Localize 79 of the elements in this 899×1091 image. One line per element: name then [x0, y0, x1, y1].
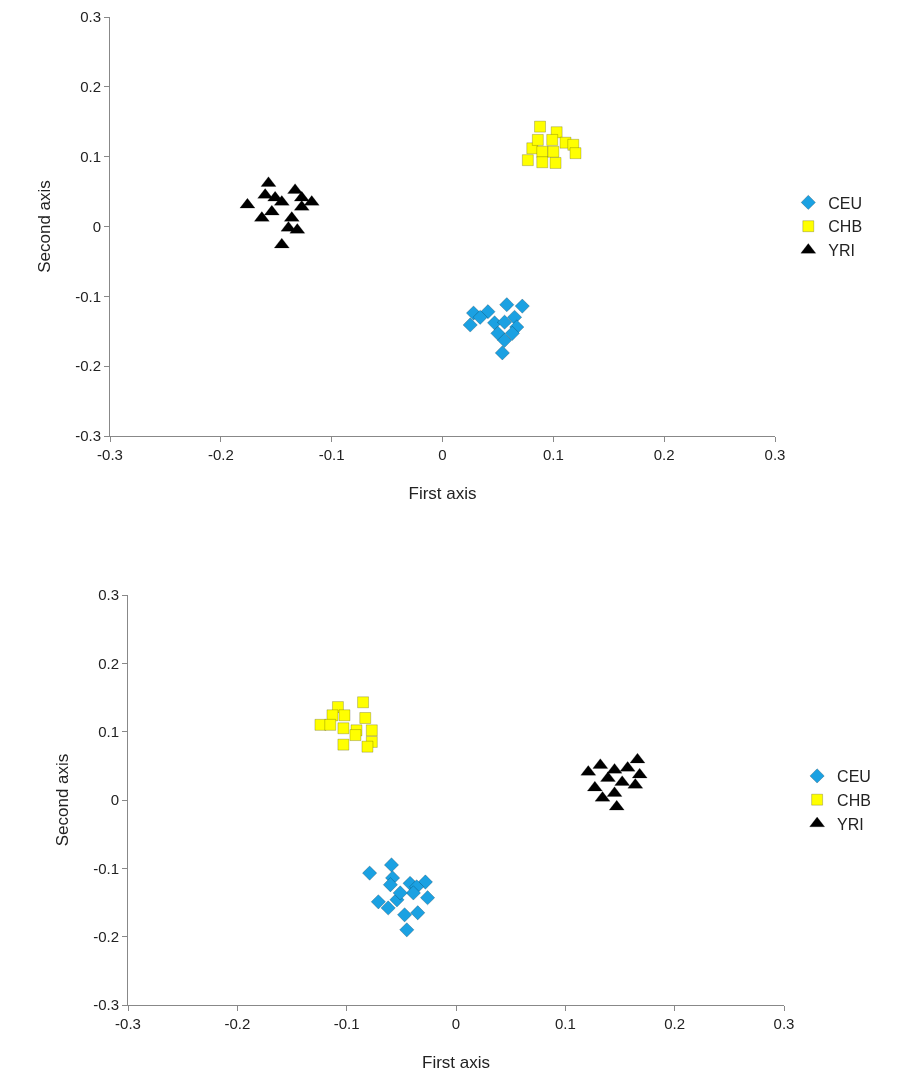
point [497, 314, 513, 330]
point [361, 740, 374, 753]
point [324, 719, 337, 731]
x-tick-label: -0.2 [224, 1015, 251, 1032]
point [534, 120, 546, 133]
point [522, 154, 534, 166]
y-tick-label: 0.3 [80, 8, 101, 26]
y-tick-label: -0.2 [93, 927, 119, 945]
legend-label: YRI [837, 815, 864, 833]
point [546, 134, 559, 146]
point [349, 729, 362, 741]
point [629, 752, 646, 764]
point [499, 297, 515, 313]
y-tick-label: 0.2 [98, 654, 119, 672]
y-tick-label: 0.1 [80, 147, 101, 165]
x-tick-label: 0.1 [542, 446, 564, 463]
y-tick-label: 0.1 [98, 722, 119, 740]
point [631, 767, 648, 779]
point [480, 304, 496, 320]
x-axis-title: First axis [422, 1053, 490, 1073]
point [357, 696, 369, 709]
point [366, 724, 378, 737]
point [587, 780, 603, 792]
point [547, 145, 560, 158]
point [497, 332, 513, 348]
y-tick-label: -0.1 [93, 859, 119, 877]
y-tick-label: -0.3 [93, 996, 119, 1014]
y-tick-label: -0.3 [75, 427, 101, 445]
point [462, 317, 478, 333]
point [337, 738, 350, 751]
x-tick-label: -0.2 [207, 446, 234, 463]
point [384, 857, 399, 873]
x-tick-label: 0.3 [773, 1015, 795, 1032]
point [494, 345, 510, 361]
legend-label: CEU [837, 768, 871, 786]
y-axis-title: Second axis [52, 753, 72, 847]
point [536, 156, 549, 169]
x-tick-label: 0 [438, 446, 447, 463]
point [532, 134, 544, 146]
point [397, 907, 413, 923]
point [549, 157, 562, 169]
x-tick-label: 0.2 [653, 446, 675, 463]
legend-label: CEU [828, 194, 863, 212]
y-tick-label: 0.3 [98, 586, 119, 604]
point [380, 900, 396, 916]
y-tick-label: 0 [92, 217, 101, 235]
x-tick-label: -0.3 [115, 1015, 141, 1032]
legend-label: CHB [828, 218, 863, 236]
x-tick-label: 0.3 [764, 446, 786, 463]
x-axis-title: First axis [408, 484, 477, 504]
point [410, 905, 426, 921]
point [338, 709, 351, 722]
point [382, 877, 398, 893]
point [420, 890, 436, 906]
y-tick-label: 0 [110, 791, 119, 809]
y-tick-label: -0.1 [75, 287, 101, 305]
legend-label: YRI [828, 242, 855, 260]
x-tick-label: 0.2 [664, 1015, 686, 1032]
x-tick-label: -0.1 [318, 446, 345, 463]
x-tick-label: 0 [451, 1015, 461, 1032]
point [472, 309, 488, 325]
point [514, 298, 530, 314]
point [273, 237, 290, 249]
point [405, 885, 421, 901]
point [569, 147, 582, 159]
point [417, 874, 433, 890]
y-tick-label: -0.2 [75, 357, 101, 375]
point [399, 922, 415, 938]
x-tick-label: -0.1 [333, 1015, 360, 1032]
point [337, 722, 350, 735]
y-axis-title: Second axis [34, 180, 54, 273]
y-tick-label: 0.2 [80, 78, 101, 96]
point [370, 894, 386, 910]
point [392, 885, 408, 901]
point [359, 712, 372, 724]
x-tick-label: 0.1 [554, 1015, 576, 1032]
legend-label: CHB [837, 791, 871, 809]
point [504, 325, 520, 341]
point [362, 865, 378, 881]
